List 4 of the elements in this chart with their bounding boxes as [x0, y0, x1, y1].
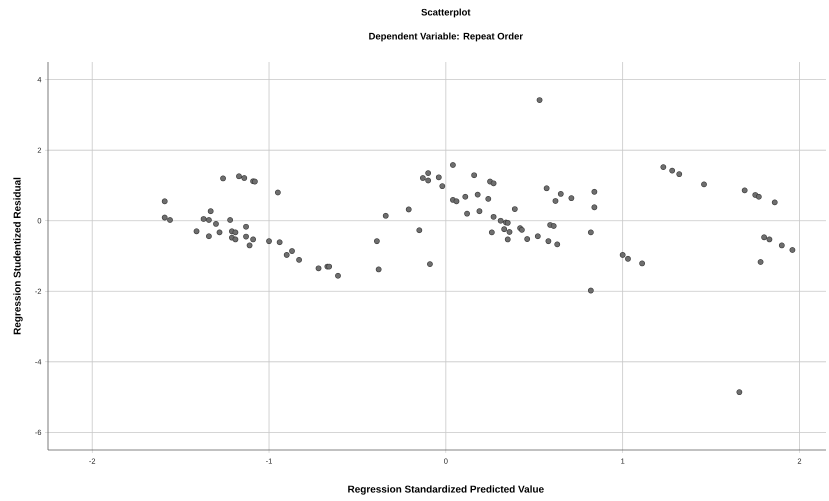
chart-subtitle: Dependent Variable: Repeat Order	[369, 32, 523, 42]
y-axis-title: Regression Studentized Residual	[13, 178, 23, 334]
chart-title: Scatterplot	[421, 8, 470, 18]
x-axis-title: Regression Standardized Predicted Value	[348, 485, 544, 495]
